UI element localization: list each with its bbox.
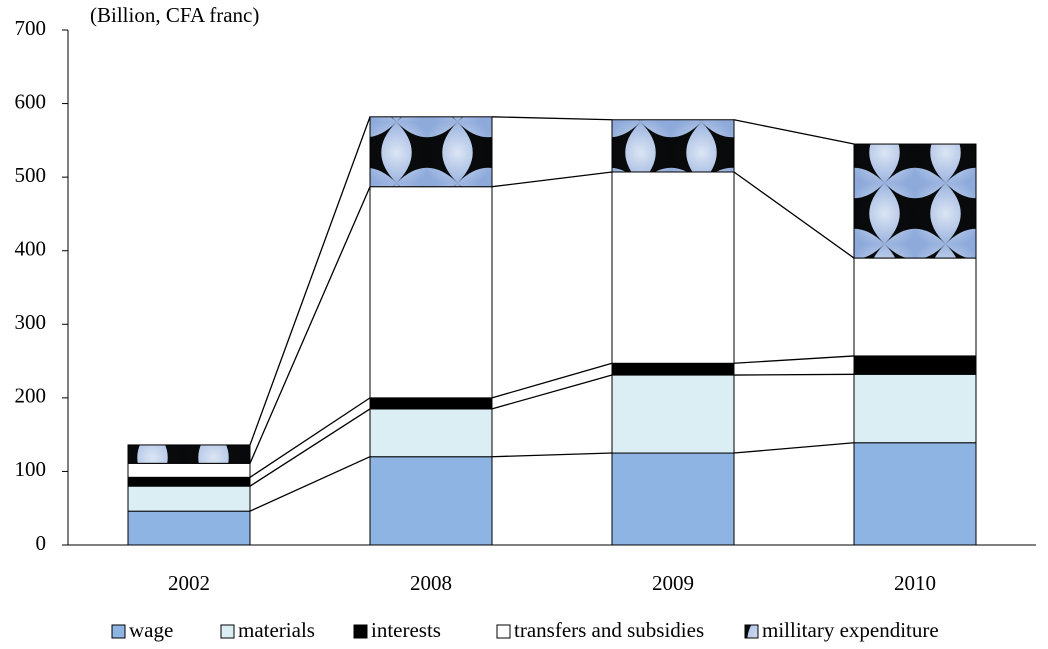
bar-segment xyxy=(127,444,251,464)
series-line xyxy=(249,456,371,512)
bar-segment xyxy=(611,452,735,546)
legend-label: interests xyxy=(371,618,441,642)
series-line xyxy=(491,116,613,121)
y-tick-label: 0 xyxy=(36,531,47,555)
series-line xyxy=(733,171,855,259)
y-tick-label: 100 xyxy=(15,457,47,481)
bar-segment xyxy=(369,456,493,546)
bar-segment xyxy=(611,119,735,173)
series-line xyxy=(491,362,613,399)
y-tick-label: 200 xyxy=(15,384,47,408)
bar-segment xyxy=(127,476,251,487)
series-line xyxy=(491,171,613,188)
series-line xyxy=(733,442,855,454)
axis-title: (Billion, CFA franc) xyxy=(90,3,259,27)
x-tick-label: 2002 xyxy=(168,571,210,595)
bar-segment xyxy=(611,374,735,454)
bar-segment xyxy=(127,462,251,478)
legend-swatch xyxy=(744,624,759,639)
series-line xyxy=(733,119,855,145)
bar-segment xyxy=(853,257,977,357)
y-tick-label: 500 xyxy=(15,163,47,187)
series-line xyxy=(491,452,613,458)
legend-label: materials xyxy=(238,618,315,642)
y-tick-label: 700 xyxy=(15,16,47,40)
y-tick-label: 300 xyxy=(15,310,47,334)
series-line xyxy=(491,374,613,410)
series-line xyxy=(733,355,855,364)
series-line xyxy=(249,116,371,446)
bar-segment xyxy=(853,143,977,259)
legend-swatch xyxy=(220,624,235,639)
bar-segment xyxy=(369,397,493,410)
x-tick-label: 2010 xyxy=(894,571,936,595)
y-tick-label: 400 xyxy=(15,237,47,261)
y-tick-label: 600 xyxy=(15,89,47,113)
bar-segment xyxy=(369,408,493,458)
bar-segment xyxy=(127,510,251,546)
legend-label: wage xyxy=(129,618,173,642)
bar-segment xyxy=(853,373,977,444)
legend-swatch xyxy=(353,624,368,639)
bar-segment xyxy=(853,355,977,375)
series-line xyxy=(249,408,371,487)
legend-label: millitary expenditure xyxy=(762,618,939,642)
legend-swatch xyxy=(111,624,126,639)
x-tick-label: 2009 xyxy=(652,571,694,595)
bar-segment xyxy=(369,116,493,188)
series-line xyxy=(249,397,371,478)
legend-swatch xyxy=(496,624,511,639)
series-line xyxy=(249,186,371,464)
x-tick-label: 2008 xyxy=(410,571,452,595)
bar-segment xyxy=(853,442,977,546)
series-line xyxy=(733,373,855,376)
legend-label: transfers and subsidies xyxy=(514,618,704,642)
bar-segment xyxy=(611,171,735,364)
bar-segment xyxy=(369,186,493,399)
bar-segment xyxy=(611,362,735,376)
bar-segment xyxy=(127,485,251,512)
